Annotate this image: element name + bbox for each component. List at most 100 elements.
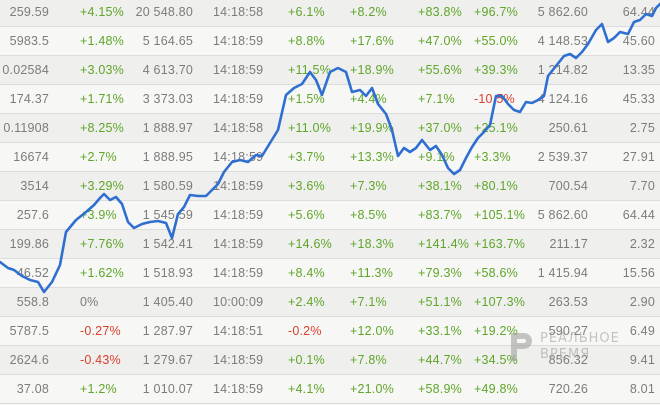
cell-col-4: 14:18:58 xyxy=(213,5,263,20)
cell-col-9: 5 862.60 xyxy=(538,5,588,20)
cell-col-7: +79.3% xyxy=(418,266,462,281)
cell-col-6: +4.4% xyxy=(350,92,387,107)
cell-col-1: 46.52 xyxy=(17,266,49,281)
cell-col-8: +25.1% xyxy=(474,121,518,136)
realnoe-vremya-logo-icon xyxy=(508,330,534,364)
cell-col-5: +2.4% xyxy=(288,295,325,310)
cell-col-3: 1 542.41 xyxy=(143,237,193,252)
cell-col-5: +8.8% xyxy=(288,34,325,49)
cell-col-9: 4 124.16 xyxy=(538,92,588,107)
cell-col-7: +7.1% xyxy=(418,92,455,107)
cell-col-5: +8.4% xyxy=(288,266,325,281)
cell-col-7: +9.1% xyxy=(418,150,455,165)
cell-col-7: +141.4% xyxy=(418,237,469,252)
cell-col-3: 20 548.80 xyxy=(136,5,193,20)
cell-col-5: +3.6% xyxy=(288,179,325,194)
cell-col-2: -0.27% xyxy=(80,324,121,339)
cell-col-4: 14:18:59 xyxy=(213,266,263,281)
cell-col-10: 13.35 xyxy=(623,63,655,78)
cell-col-8: +163.7% xyxy=(474,237,525,252)
cell-col-6: +8.5% xyxy=(350,208,387,223)
watermark-line2: ВРЕМЯ xyxy=(540,347,590,362)
cell-col-3: 1 010.07 xyxy=(143,382,193,397)
cell-col-10: 2.90 xyxy=(630,295,655,310)
cell-col-1: 257.6 xyxy=(17,208,49,223)
cell-col-6: +7.8% xyxy=(350,353,387,368)
table-row: 46.52 +1.62% 1 518.93 14:18:59 +8.4% +11.3% +7… xyxy=(0,259,660,288)
cell-col-10: 2.32 xyxy=(630,237,655,252)
cell-col-3: 1 279.67 xyxy=(143,353,193,368)
cell-col-9: 1 214.82 xyxy=(538,63,588,78)
cell-col-8: +39.3% xyxy=(474,63,518,78)
cell-col-10: 15.56 xyxy=(623,266,655,281)
cell-col-10: 8.01 xyxy=(630,382,655,397)
cell-col-8: +49.8% xyxy=(474,382,518,397)
cell-col-4: 14:18:59 xyxy=(213,92,263,107)
cell-col-5: +11.0% xyxy=(288,121,331,136)
cell-col-6: +8.2% xyxy=(350,5,387,20)
cell-col-10: 2.75 xyxy=(630,121,655,136)
cell-col-9: 2 539.37 xyxy=(538,150,588,165)
cell-col-4: 14:18:59 xyxy=(213,34,263,49)
cell-col-3: 1 287.97 xyxy=(143,324,193,339)
cell-col-4: 14:18:51 xyxy=(213,324,263,339)
cell-col-2: +2.7% xyxy=(80,150,117,165)
cell-col-8: +80.1% xyxy=(474,179,518,194)
cell-col-10: 64.44 xyxy=(623,208,655,223)
cell-col-1: 558.8 xyxy=(17,295,49,310)
cell-col-2: +3.29% xyxy=(80,179,124,194)
table-row: 16674 +2.7% 1 888.95 14:18:59 +3.7% +13.3% +9.… xyxy=(0,143,660,172)
cell-col-5: +1.5% xyxy=(288,92,325,107)
cell-col-7: +58.9% xyxy=(418,382,462,397)
cell-col-5: +6.1% xyxy=(288,5,325,20)
cell-col-5: +5.6% xyxy=(288,208,325,223)
cell-col-8: +105.1% xyxy=(474,208,525,223)
cell-col-9: 720.26 xyxy=(549,382,588,397)
cell-col-1: 5983.5 xyxy=(10,34,49,49)
cell-col-3: 1 888.97 xyxy=(143,121,193,136)
cell-col-3: 4 613.70 xyxy=(143,63,193,78)
cell-col-5: +4.1% xyxy=(288,382,325,397)
cell-col-6: +11.3% xyxy=(350,266,393,281)
cell-col-6: +19.9% xyxy=(350,121,394,136)
table-row: 199.86 +7.76% 1 542.41 14:18:59 +14.6% +18.3%… xyxy=(0,230,660,259)
cell-col-2: +4.15% xyxy=(80,5,124,20)
table-row: 5983.5 +1.48% 5 164.65 14:18:59 +8.8% +17.6% +… xyxy=(0,27,660,56)
table-row: 174.37 +1.71% 3 373.03 14:18:59 +1.5% +4.4% +7… xyxy=(0,85,660,114)
cell-col-1: 2624.6 xyxy=(10,353,49,368)
table-row: 0.11908 +8.25% 1 888.97 14:18:58 +11.0% +19.9… xyxy=(0,114,660,143)
cell-col-6: +12.0% xyxy=(350,324,394,339)
cell-col-3: 1 545.59 xyxy=(143,208,193,223)
cell-col-1: 0.02584 xyxy=(2,63,49,78)
cell-col-3: 1 580.59 xyxy=(143,179,193,194)
cell-col-7: +55.6% xyxy=(418,63,462,78)
cell-col-1: 5787.5 xyxy=(10,324,49,339)
cell-col-4: 14:18:59 xyxy=(213,63,263,78)
cell-col-8: +3.3% xyxy=(474,150,511,165)
cell-col-2: +8.25% xyxy=(80,121,124,136)
cell-col-3: 1 518.93 xyxy=(143,266,193,281)
cell-col-3: 1 405.40 xyxy=(143,295,193,310)
cell-col-8: +58.6% xyxy=(474,266,518,281)
cell-col-3: 5 164.65 xyxy=(143,34,193,49)
cell-col-10: 64.44 xyxy=(623,5,655,20)
cell-col-5: -0.2% xyxy=(288,324,322,339)
cell-col-6: +7.3% xyxy=(350,179,387,194)
cell-col-6: +18.9% xyxy=(350,63,394,78)
cell-col-5: +0.1% xyxy=(288,353,325,368)
cell-col-1: 0.11908 xyxy=(3,121,49,136)
cell-col-6: +17.6% xyxy=(350,34,394,49)
cell-col-6: +21.0% xyxy=(350,382,394,397)
cell-col-9: 263.53 xyxy=(549,295,588,310)
table-row: 558.8 0% 1 405.40 10:00:09 +2.4% +7.1% +51.1% +… xyxy=(0,288,660,317)
watermark: РЕАЛЬНОЕ ВРЕМЯ xyxy=(508,330,628,364)
cell-col-3: 1 888.95 xyxy=(143,150,193,165)
cell-col-6: +18.3% xyxy=(350,237,394,252)
cell-col-2: +1.71% xyxy=(80,92,124,107)
cell-col-7: +38.1% xyxy=(418,179,462,194)
cell-col-4: 14:18:59 xyxy=(213,237,263,252)
cell-col-1: 259.59 xyxy=(10,5,49,20)
cell-col-7: +83.7% xyxy=(418,208,462,223)
cell-col-4: 14:18:59 xyxy=(213,353,263,368)
cell-col-10: 45.60 xyxy=(623,34,655,49)
